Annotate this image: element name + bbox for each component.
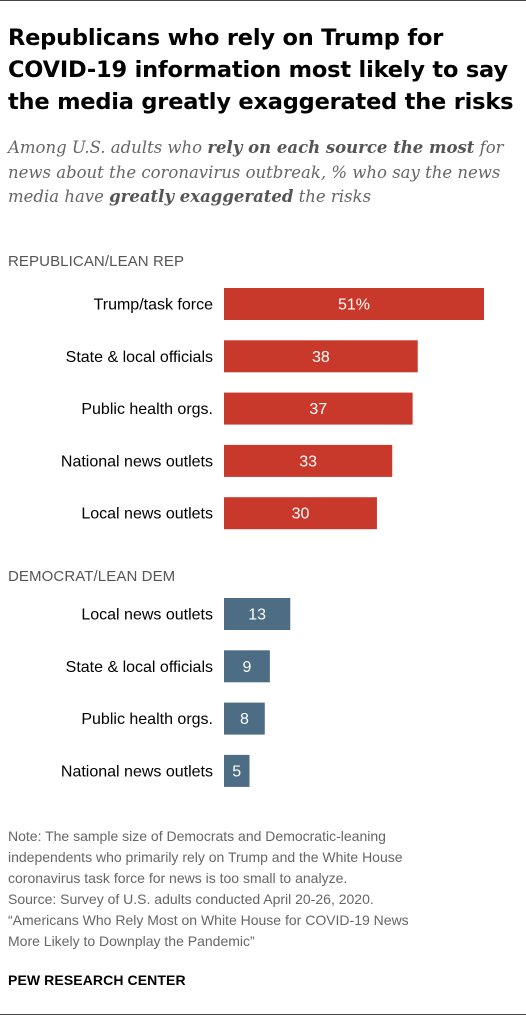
category-label: National news outlets <box>61 763 213 780</box>
category-label: State & local officials <box>66 349 213 366</box>
value-label: 51% <box>338 297 370 314</box>
source-line: Source: Survey of U.S. adults conducted … <box>8 891 374 907</box>
subtitle-text: the risks <box>293 187 372 206</box>
bar-rep-1 <box>224 340 418 373</box>
value-label: 9 <box>242 659 251 676</box>
title-line: COVID-19 information most likely to say <box>8 57 508 83</box>
note-line: coronavirus task force for news is too s… <box>8 870 348 886</box>
bar-rep-3 <box>224 444 393 477</box>
category-label: Local news outlets <box>81 607 213 624</box>
category-label: State & local officials <box>66 659 213 676</box>
category-label: Public health orgs. <box>81 401 213 418</box>
value-label: 5 <box>232 763 241 780</box>
chart-notes: Note: The sample size of Democrats and D… <box>8 826 523 952</box>
category-label: Public health orgs. <box>81 711 213 728</box>
category-label: National news outlets <box>61 453 213 470</box>
subtitle-emphasis: greatly exaggerated <box>109 187 294 206</box>
title-line: the media greatly exaggerated the risks <box>8 89 514 115</box>
bar-dem-1 <box>224 650 270 683</box>
bar-dem-3 <box>224 754 250 787</box>
value-label: 33 <box>299 453 317 470</box>
title-line: Republicans who rely on Trump for <box>8 25 444 51</box>
value-label: 37 <box>309 401 327 418</box>
value-label: 30 <box>292 506 310 523</box>
source-line: More Likely to Downplay the Pandemic” <box>8 933 255 949</box>
bottom-rule <box>0 1014 526 1015</box>
group-label-republican: REPUBLICAN/LEAN REP <box>8 253 185 270</box>
category-label: Trump/task force <box>94 297 214 314</box>
value-label: 38 <box>312 349 330 366</box>
brand-logo-text: PEW RESEARCH CENTER <box>8 972 186 988</box>
chart-title: Republicans who rely on Trump for COVID-… <box>8 22 523 118</box>
chart-subtitle: Among U.S. adults who rely on each sourc… <box>8 136 523 210</box>
bar-rep-4 <box>224 497 377 530</box>
bar-dem-2 <box>224 702 265 735</box>
top-rule <box>0 0 526 1</box>
category-label: Local news outlets <box>81 506 213 523</box>
note-line: independents who primarily rely on Trump… <box>8 849 403 865</box>
bar-chart: Trump/task force 51% State & local officia… <box>61 288 484 787</box>
bar-rep-0 <box>224 288 484 320</box>
value-label: 13 <box>248 607 266 624</box>
note-line: Note: The sample size of Democrats and D… <box>8 828 386 844</box>
subtitle-text: Among U.S. adults who <box>8 138 208 157</box>
source-line: “Americans Who Rely Most on White House … <box>8 912 409 928</box>
value-label: 8 <box>240 711 249 728</box>
bar-dem-0 <box>224 598 291 630</box>
subtitle-text: for news about the coronavirus outbreak,… <box>8 138 504 206</box>
bar-rep-2 <box>224 392 413 425</box>
group-label-democrat: DEMOCRAT/LEAN DEM <box>8 568 176 585</box>
subtitle-emphasis: rely on each source the most <box>207 138 475 157</box>
